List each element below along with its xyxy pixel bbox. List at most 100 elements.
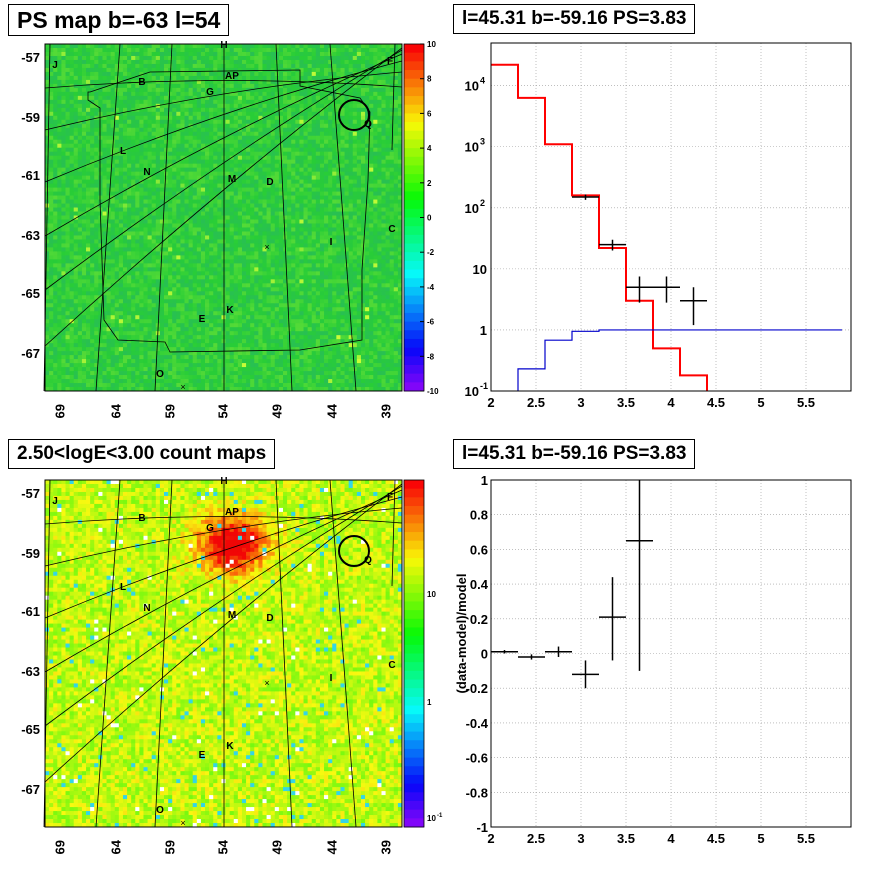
map-cell [192,363,198,368]
map-cell [274,295,280,300]
map-cell [262,75,267,81]
map-cell [61,211,66,216]
map-cell [274,203,280,208]
map-cell [246,107,251,113]
map-cell [225,139,231,145]
map-cell [118,363,124,368]
map-cell [159,367,165,372]
map-cell [147,215,153,220]
map-cell [168,219,173,224]
map-cell [192,231,198,236]
map-cell [270,375,276,380]
map-cell [254,55,259,61]
map-cell [122,215,128,220]
map-cell [65,79,71,85]
map-cell [200,319,206,324]
map-cell [155,191,161,196]
map-cell [61,147,66,153]
map-cell [69,251,75,256]
map-cell [250,347,255,352]
map-cell [188,243,194,248]
map-cell [200,251,206,256]
map-cell [127,219,132,224]
map-cell [110,231,116,236]
map-cell [246,71,251,77]
map-cell [102,275,107,280]
map-cell [262,163,267,169]
map-cell [217,123,222,129]
map-cell [270,279,276,284]
map-cell [184,379,190,384]
map-cell [77,239,83,244]
map-cell [81,55,87,61]
map-cell [57,91,62,97]
map-cell [192,195,198,200]
map-cell [250,291,255,296]
map-cell [122,195,128,200]
map-cell [122,339,128,344]
map-cell [106,131,112,137]
map-cell [266,155,272,161]
map-cell [77,243,83,248]
map-cell [65,44,71,49]
map-cell [188,75,194,81]
map-cell [233,227,239,232]
map-cell [233,275,239,280]
map-cell [45,291,50,296]
map-cell [274,139,280,145]
map-cell [114,299,120,304]
map-cell [114,375,120,380]
map-cell [81,271,87,276]
map-cell [172,303,177,308]
map-cell [90,387,95,392]
map-cell [151,295,157,300]
map-cell [196,215,202,220]
map-cell [213,379,218,384]
map-cell [45,167,50,173]
map-cell [262,147,267,153]
map-cell [180,163,185,169]
map-cell [86,75,91,81]
map-cell [155,307,161,312]
map-cell [184,163,190,169]
map-cell [246,115,251,121]
map-cell [110,103,116,109]
map-cell [81,247,87,252]
map-cell [45,275,50,280]
map-cell [262,263,267,268]
map-cell [217,151,222,157]
map-cell [258,199,263,204]
map-cell [168,63,173,69]
map-cell [213,251,218,256]
map-cell [258,375,263,380]
map-cell [81,339,87,344]
map-cell [196,187,202,192]
map-cell [98,87,103,93]
map-cell [77,295,83,300]
map-cell [131,179,136,184]
map-cell [217,343,222,348]
map-cell [139,175,144,181]
map-cell [164,355,169,360]
map-cell [90,267,95,272]
map-cell [258,183,263,188]
map-cell [143,359,148,364]
map-cell [73,95,79,101]
map-cell [176,303,181,308]
map-cell [118,383,124,388]
map-cell [81,87,87,93]
map-cell [270,339,276,344]
map-cell [266,131,272,137]
map-cell [172,331,177,336]
map-cell [184,151,190,157]
map-cell [131,231,136,236]
map-cell [61,51,66,57]
map-cell [53,315,58,320]
map-cell [86,299,91,304]
map-cell [45,119,50,125]
map-cell [200,355,206,360]
map-cell [139,327,144,332]
map-cell [73,167,79,173]
map-cell [258,203,263,208]
map-cell [266,143,272,149]
